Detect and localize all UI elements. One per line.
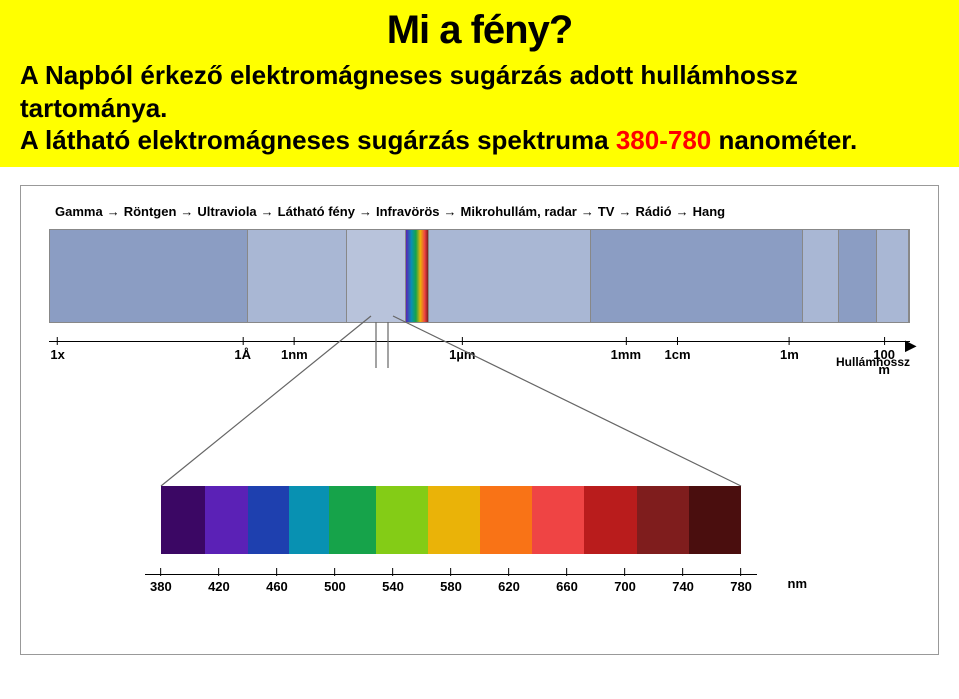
spectrum-segment (532, 486, 584, 554)
spectrum-segment (161, 486, 205, 554)
spectrum-tick: 420 (208, 568, 230, 594)
spectrum-tick: 540 (382, 568, 404, 594)
em-label: Hang (693, 204, 726, 219)
description-line-1: A Napból érkező elektromágneses sugárzás… (20, 59, 939, 124)
spectrum-tick: 580 (440, 568, 462, 594)
em-band (877, 230, 909, 322)
arrow-right-icon: → (259, 204, 276, 219)
spectrum-tick: 620 (498, 568, 520, 594)
line2-suffix: nanométer. (711, 125, 857, 155)
arrow-right-icon: → (357, 204, 374, 219)
visible-spectrum-bar (161, 486, 741, 554)
spectrum-segment (584, 486, 636, 554)
scale-tick: 1m (780, 337, 799, 362)
scale-tick: 1cm (665, 337, 691, 362)
page-title: Mi a fény? (20, 8, 939, 53)
spectrum-tick: 380 (150, 568, 172, 594)
wavelength-scale: ▶ 1x1Å1nm1µm1mm1cm1m100 m Hullámhossz (49, 337, 910, 383)
wavelength-axis-label: Hullámhossz (836, 355, 910, 369)
arrow-right-icon: → (178, 204, 195, 219)
em-band (803, 230, 839, 322)
spectrum-segment (289, 486, 330, 554)
scale-tick: 1µm (449, 337, 475, 362)
em-label: TV (598, 204, 615, 219)
em-band (839, 230, 877, 322)
arrow-right-icon: ▶ (905, 337, 916, 354)
spectrum-tick: 780 (730, 568, 752, 594)
spectrum-tick: 700 (614, 568, 636, 594)
em-label: Ultraviola (197, 204, 256, 219)
em-band (50, 230, 248, 322)
em-band (591, 230, 803, 322)
description-line-2: A látható elektromágneses sugárzás spekt… (20, 124, 939, 157)
scale-tick: 1nm (281, 337, 308, 362)
arrow-right-icon: → (579, 204, 596, 219)
arrow-right-icon: → (674, 204, 691, 219)
em-band (429, 230, 592, 322)
arrow-right-icon: → (616, 204, 633, 219)
arrow-right-icon: → (105, 204, 122, 219)
arrow-right-icon: → (442, 204, 459, 219)
header-box: Mi a fény? A Napból érkező elektromágnes… (0, 0, 959, 167)
nm-unit-label: nm (788, 576, 808, 591)
spectrum-segment (329, 486, 375, 554)
em-band (406, 230, 429, 322)
spectrum-tick: 740 (672, 568, 694, 594)
em-label: Látható fény (278, 204, 355, 219)
spectrum-segment (428, 486, 480, 554)
spectrum-segment (376, 486, 428, 554)
scale-tick: 1x (50, 337, 64, 362)
em-label: Mikrohullám, radar (461, 204, 577, 219)
em-label: Infravörös (376, 204, 440, 219)
spectrum-segment (248, 486, 289, 554)
spectrum-tick: 460 (266, 568, 288, 594)
spectrum-segment (205, 486, 249, 554)
spectrum-segment (689, 486, 741, 554)
spectrum-diagram: Gamma→Röntgen→Ultraviola→Látható fény→In… (20, 185, 939, 655)
em-label: Rádió (635, 204, 671, 219)
spectrum-segment (637, 486, 689, 554)
em-label: Gamma (55, 204, 103, 219)
wavelength-range: 380-780 (616, 125, 711, 155)
spectrum-segment (480, 486, 532, 554)
em-band (248, 230, 347, 322)
em-spectrum-labels: Gamma→Röntgen→Ultraviola→Látható fény→In… (49, 204, 910, 219)
spectrum-tick: 660 (556, 568, 578, 594)
scale-tick: 1mm (611, 337, 641, 362)
em-band (347, 230, 406, 322)
visible-spectrum-scale: 380420460500540580620660700740780 nm (145, 568, 757, 608)
line2-prefix: A látható elektromágneses sugárzás spekt… (20, 125, 616, 155)
spectrum-tick: 500 (324, 568, 346, 594)
em-label: Röntgen (124, 204, 177, 219)
scale-tick: 1Å (234, 337, 251, 362)
em-spectrum-bands (49, 229, 910, 323)
